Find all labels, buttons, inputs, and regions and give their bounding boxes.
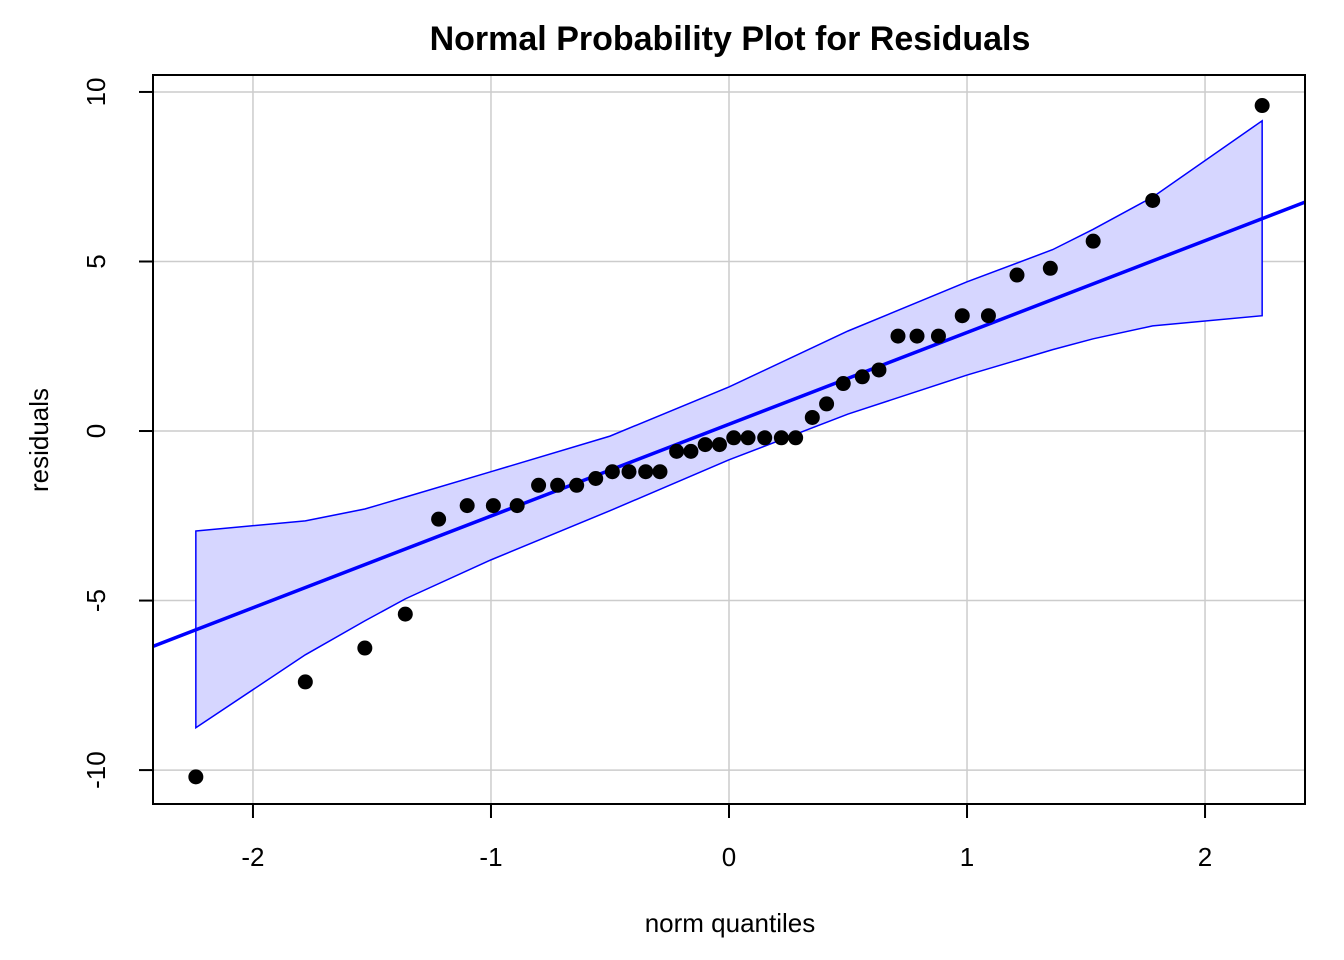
data-point-3 bbox=[397, 606, 413, 622]
y-tick-label-2: 0 bbox=[81, 424, 111, 438]
data-point-26 bbox=[819, 396, 835, 412]
data-point-10 bbox=[569, 477, 585, 493]
data-point-2 bbox=[357, 640, 373, 656]
x-tick-label-2: 0 bbox=[722, 842, 736, 872]
data-point-5 bbox=[459, 498, 475, 514]
x-tick-label-3: 1 bbox=[960, 842, 974, 872]
data-point-38 bbox=[1145, 192, 1161, 208]
data-point-8 bbox=[531, 477, 547, 493]
data-points bbox=[188, 98, 1270, 785]
data-point-19 bbox=[711, 437, 727, 453]
data-point-37 bbox=[1085, 233, 1101, 249]
y-tick-label-3: 5 bbox=[81, 254, 111, 268]
data-point-16 bbox=[669, 443, 685, 459]
x-tick-label-0: -2 bbox=[241, 842, 264, 872]
data-point-23 bbox=[773, 430, 789, 446]
data-point-28 bbox=[854, 369, 870, 385]
y-tick-label-4: 10 bbox=[81, 77, 111, 106]
data-point-29 bbox=[871, 362, 887, 378]
y-tick-label-1: -5 bbox=[81, 589, 111, 612]
data-point-20 bbox=[726, 430, 742, 446]
y-axis: -10 -5 0 5 10 bbox=[81, 77, 153, 789]
data-point-14 bbox=[638, 464, 654, 480]
data-point-9 bbox=[550, 477, 566, 493]
data-point-24 bbox=[788, 430, 804, 446]
data-point-13 bbox=[621, 464, 637, 480]
reference-line bbox=[152, 200, 1306, 648]
x-axis: -2 -1 0 1 2 bbox=[241, 803, 1212, 872]
data-point-6 bbox=[485, 498, 501, 514]
x-tick-label-1: -1 bbox=[479, 842, 502, 872]
data-point-34 bbox=[980, 308, 996, 324]
data-point-21 bbox=[740, 430, 756, 446]
data-point-27 bbox=[835, 376, 851, 392]
data-point-36 bbox=[1042, 260, 1058, 276]
data-point-1 bbox=[297, 674, 313, 690]
data-point-12 bbox=[604, 464, 620, 480]
data-point-7 bbox=[509, 498, 525, 514]
data-point-0 bbox=[188, 769, 204, 785]
y-tick-label-0: -10 bbox=[81, 751, 111, 789]
data-point-35 bbox=[1009, 267, 1025, 283]
data-point-30 bbox=[890, 328, 906, 344]
x-axis-label: norm quantiles bbox=[645, 908, 816, 938]
data-point-22 bbox=[757, 430, 773, 446]
data-point-11 bbox=[588, 470, 604, 486]
data-point-33 bbox=[954, 308, 970, 324]
data-point-31 bbox=[909, 328, 925, 344]
data-point-17 bbox=[683, 443, 699, 459]
data-point-18 bbox=[697, 437, 713, 453]
data-point-32 bbox=[930, 328, 946, 344]
y-axis-label: residuals bbox=[24, 388, 54, 492]
chart-title: Normal Probability Plot for Residuals bbox=[430, 20, 1031, 58]
data-point-4 bbox=[431, 511, 447, 527]
data-point-39 bbox=[1254, 98, 1270, 114]
data-point-15 bbox=[652, 464, 668, 480]
data-point-25 bbox=[804, 409, 820, 425]
x-tick-label-4: 2 bbox=[1198, 842, 1212, 872]
reference-line-group bbox=[152, 200, 1306, 648]
